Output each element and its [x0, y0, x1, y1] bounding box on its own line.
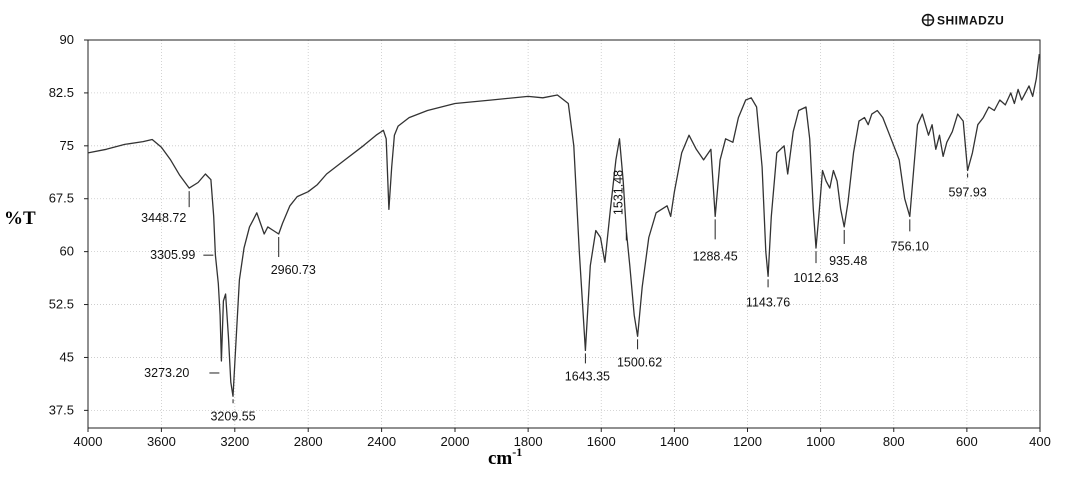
x-tick-label: 2800 [294, 434, 323, 449]
y-axis: 37.5 45 52.5 60 67.5 75 82.5 90 [49, 32, 88, 417]
peak-annotation: 3209.55 [210, 399, 256, 423]
x-tick-label: 1600 [587, 434, 616, 449]
peak-label: 1143.76 [746, 295, 790, 309]
x-axis: 4000 3600 3200 2800 2400 2000 1800 1600 1400 1200… [74, 428, 1051, 449]
peak-label: 1500.62 [617, 355, 662, 369]
peak-annotation: 756.10 [891, 219, 929, 253]
peak-label: 3448.72 [141, 211, 186, 225]
x-axis-title-superscript: -1 [512, 445, 522, 459]
y-axis-title: %T [4, 208, 36, 229]
peak-annotation: 3448.72 [141, 191, 190, 225]
peak-label: 3305.99 [150, 248, 195, 262]
peak-annotation: 3305.99 [150, 248, 214, 262]
x-tick-label: 1000 [806, 434, 835, 449]
peak-annotation: 2960.73 [271, 237, 316, 277]
peak-annotation: 597.93 [949, 173, 987, 200]
y-tick-label: 37.5 [49, 402, 74, 417]
x-axis-title-main: cm [488, 448, 512, 469]
y-tick-label: 82.5 [49, 85, 74, 100]
x-tick-label: 600 [956, 434, 978, 449]
peak-label: 2960.73 [271, 263, 316, 277]
peak-annotation: 935.48 [829, 229, 867, 268]
x-tick-label: 2000 [441, 434, 470, 449]
peak-label: 1643.35 [565, 369, 610, 383]
x-tick-label: 3200 [220, 434, 249, 449]
peak-annotation: 1500.62 [617, 339, 662, 369]
plot-frame [87, 39, 1041, 429]
y-tick-label: 60 [60, 244, 74, 259]
x-tick-label: 4000 [74, 434, 103, 449]
peak-label: 756.10 [891, 239, 929, 253]
peak-label: 1012.63 [793, 271, 838, 285]
peak-annotation: 1288.45 [693, 219, 738, 263]
x-tick-label: 800 [883, 434, 905, 449]
x-axis-title: cm-1 [488, 445, 522, 469]
peak-annotation: 1643.35 [565, 353, 610, 383]
peak-label: 597.93 [949, 186, 987, 200]
peak-label: 1288.45 [693, 249, 738, 263]
brand-text: SHIMADZU [937, 14, 1004, 28]
peak-label: 935.48 [829, 254, 867, 268]
peak-annotations: 3448.72 3305.99 3273.20 3209.55 2960.73 1643.… [141, 170, 987, 423]
x-tick-label: 2400 [367, 434, 396, 449]
peak-label: 3209.55 [210, 409, 255, 423]
y-tick-label: 52.5 [49, 297, 74, 312]
x-tick-label: 400 [1029, 434, 1051, 449]
y-tick-label: 67.5 [49, 191, 74, 206]
peak-label: 1531.48 [611, 170, 625, 215]
y-tick-label: 45 [60, 349, 74, 364]
x-tick-label: 1400 [660, 434, 689, 449]
x-tick-label: 1200 [733, 434, 762, 449]
x-tick-label: 3600 [147, 434, 176, 449]
y-tick-label: 90 [60, 32, 74, 47]
peak-annotation: 3273.20 [144, 366, 220, 380]
y-tick-label: 75 [60, 138, 74, 153]
x-tick-label: 1800 [514, 434, 543, 449]
peak-annotation: 1143.76 [746, 279, 790, 309]
peak-label: 3273.20 [144, 366, 189, 380]
peak-annotation: 1012.63 [793, 251, 839, 285]
shimadzu-logo: SHIMADZU [921, 14, 1004, 28]
peak-annotation: 1531.48 [611, 170, 627, 241]
spectrum-line [87, 54, 1040, 397]
